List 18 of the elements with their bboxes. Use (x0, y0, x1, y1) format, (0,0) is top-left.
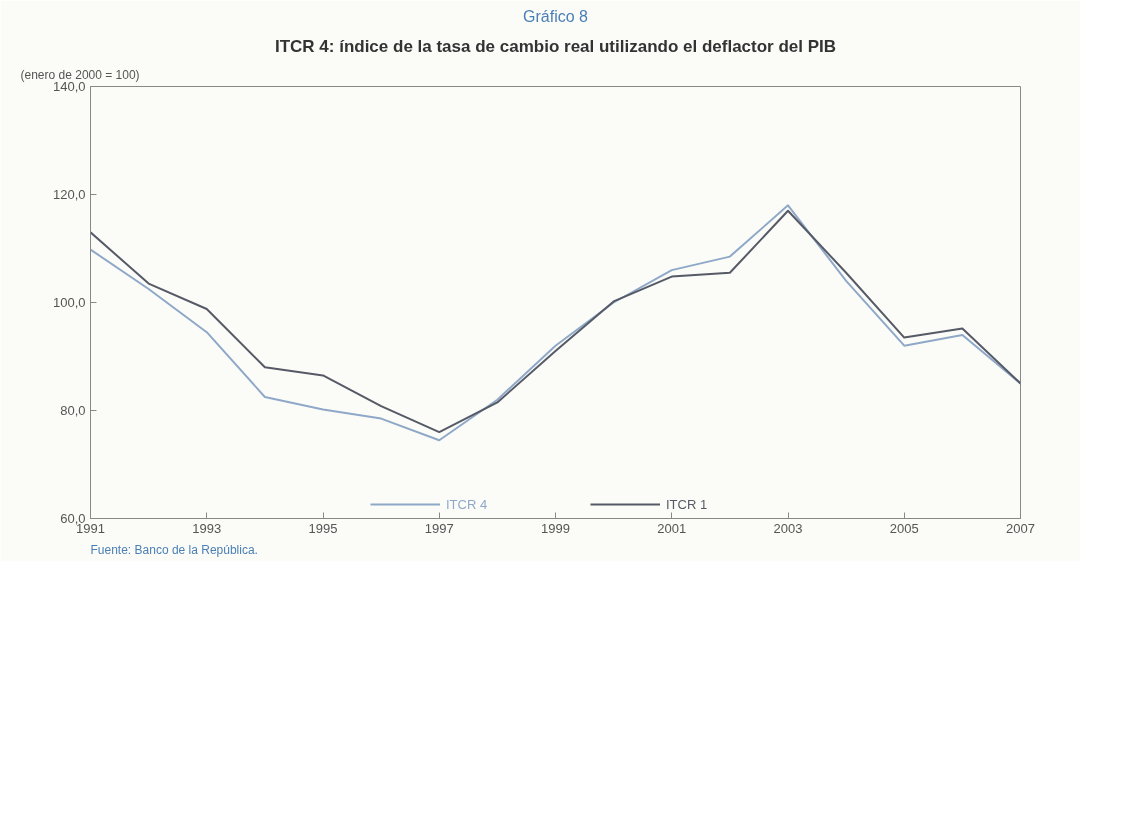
text: ITCR 1 (666, 496, 708, 512)
x-tick-label: 1995 (308, 520, 338, 536)
y-tick-label: 80,0 (60, 403, 86, 418)
y-tick-label: 140,0 (52, 79, 86, 94)
y-tick-label: 100,0 (52, 295, 86, 310)
x-tick-label: 2005 (889, 520, 919, 536)
y-axis-title: (enero de 2000 = 100) (20, 67, 140, 82)
x-tick-label: 2007 (1006, 520, 1035, 536)
y-tick-label: 120,0 (52, 187, 86, 202)
x-tick-label: 2001 (657, 520, 687, 536)
x-tick-label: 2003 (773, 520, 803, 536)
chart-title: Gráfico 8 (523, 7, 589, 25)
chart-subtitle: ITCR 4: índice de la tasa de cambio real utilizando el deflactor del PIB (274, 36, 837, 56)
x-tick-label: 1997 (424, 520, 454, 536)
x-tick-label: 1999 (541, 520, 570, 536)
x-tick-label: 1993 (192, 520, 222, 536)
text: ITCR 4 (446, 496, 488, 512)
source-note: Fuente: Banco de la República. (90, 542, 258, 557)
